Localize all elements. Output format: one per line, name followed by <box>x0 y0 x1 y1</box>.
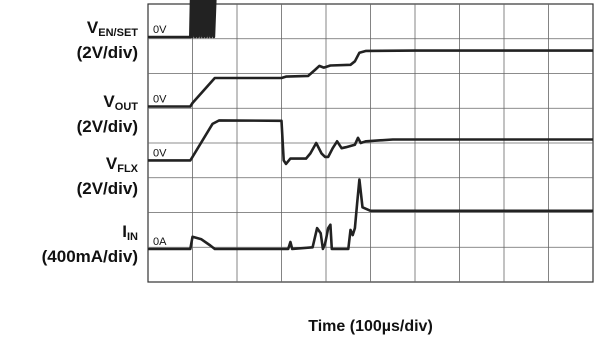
trace-3 <box>148 178 593 251</box>
vflx-sub: FLX <box>117 163 138 175</box>
zero-label-3: 0A <box>153 236 167 248</box>
vout-sub: OUT <box>114 101 138 113</box>
channel-label-vflx: VFLX (2V/div) <box>77 154 138 198</box>
channel-label-vout: VOUT (2V/div) <box>77 92 138 136</box>
x-axis-label: Time (100µs/div) <box>308 318 433 335</box>
vflx-name: V <box>105 154 118 173</box>
zero-label-1: 0V <box>153 94 167 106</box>
vflx-scale: (2V/div) <box>76 179 138 198</box>
vout-scale: (2V/div) <box>76 117 138 136</box>
ven-set-scale: (2V/div) <box>76 43 138 62</box>
trace-0 <box>148 0 217 39</box>
channel-label-iin: IIN (400mA/div) <box>42 222 138 266</box>
trace-1 <box>148 49 593 108</box>
scope-grid <box>147 3 594 283</box>
iin-sub: IN <box>127 231 138 243</box>
vout-name: V <box>103 92 115 111</box>
zero-labels: 0V 0V 0V 0A <box>153 24 167 248</box>
zero-label-0: 0V <box>153 24 167 36</box>
iin-name: I <box>122 222 127 241</box>
ven-set-name: V <box>86 18 99 37</box>
ven-set-sub: EN/SET <box>98 27 138 39</box>
channel-label-ven-set: VEN/SET (2V/div) <box>77 18 138 62</box>
iin-scale: (400mA/div) <box>41 247 138 266</box>
trace-2 <box>148 119 593 166</box>
zero-label-2: 0V <box>153 147 167 159</box>
trace-group <box>148 0 593 251</box>
